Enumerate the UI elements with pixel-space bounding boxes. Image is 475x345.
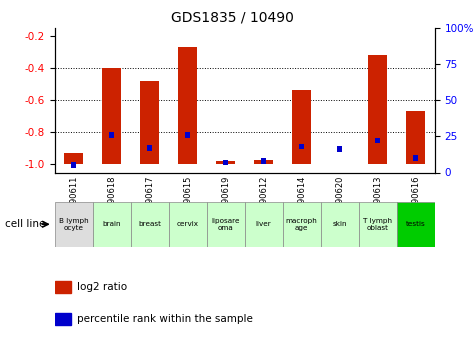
Text: liver: liver [256, 221, 272, 227]
Bar [254, 160, 273, 165]
Text: percentile rank within the sample: percentile rank within the sample [77, 314, 253, 324]
Text: testis: testis [406, 221, 426, 227]
Text: B lymph
ocyte: B lymph ocyte [59, 218, 88, 231]
Bar [55, 282, 71, 293]
Bar [102, 68, 121, 165]
Bar [147, 145, 152, 151]
Text: brain: brain [103, 221, 121, 227]
Text: T lymph
oblast: T lymph oblast [363, 218, 392, 231]
Bar [140, 81, 159, 165]
Text: macroph
age: macroph age [286, 218, 317, 231]
Bar [93, 202, 131, 247]
Text: skin: skin [332, 221, 347, 227]
Bar [261, 158, 266, 164]
Text: liposare
oma: liposare oma [211, 218, 240, 231]
Bar [321, 202, 359, 247]
Bar [71, 162, 76, 168]
Bar [185, 132, 190, 138]
Text: cervix: cervix [177, 221, 199, 227]
Bar [375, 138, 380, 144]
Bar [283, 202, 321, 247]
Bar [359, 202, 397, 247]
Bar [223, 159, 228, 165]
Text: GDS1835 / 10490: GDS1835 / 10490 [171, 10, 294, 24]
Text: log2 ratio: log2 ratio [77, 282, 127, 292]
Bar [397, 202, 435, 247]
Bar [169, 202, 207, 247]
Bar [64, 153, 83, 165]
Bar [292, 90, 311, 165]
Bar [109, 132, 114, 138]
Text: cell line: cell line [5, 219, 45, 229]
Bar [406, 111, 425, 165]
Bar [55, 313, 71, 325]
Bar [55, 202, 93, 247]
Text: breast: breast [138, 221, 161, 227]
Bar [207, 202, 245, 247]
Bar [178, 47, 197, 165]
Bar [413, 155, 418, 161]
Bar [131, 202, 169, 247]
Bar [245, 202, 283, 247]
Bar [337, 147, 342, 152]
Bar [216, 161, 235, 165]
Bar [368, 55, 387, 165]
Bar [299, 144, 304, 149]
